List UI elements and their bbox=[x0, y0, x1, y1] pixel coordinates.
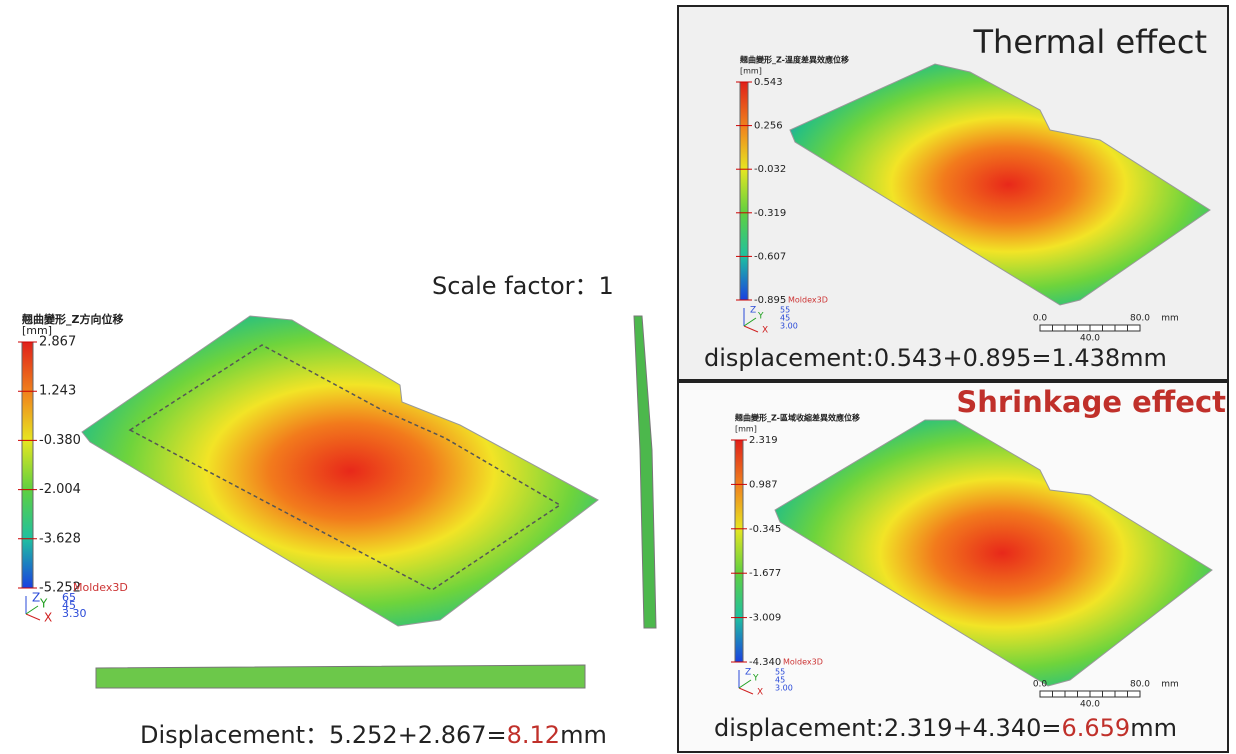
front-view bbox=[96, 665, 585, 688]
main-result: Displacement：5.252+2.867=8.12mm bbox=[140, 721, 607, 749]
axis-label: Y bbox=[752, 674, 759, 684]
color-bar bbox=[740, 82, 748, 300]
legend-title: 翹曲變形_Z-溫度差異效應位移 bbox=[739, 55, 849, 65]
scale-factor: Scale factor：1 bbox=[432, 272, 614, 300]
tick-label: -0.032 bbox=[754, 164, 786, 175]
tick-label: -0.607 bbox=[754, 251, 786, 262]
page: Scale factor：1 Displacement：5.252+2.867=… bbox=[0, 0, 1236, 754]
axis-label: Y bbox=[757, 312, 764, 322]
thermal-title: Thermal effect bbox=[972, 23, 1207, 61]
axis-label: X bbox=[44, 611, 52, 625]
axis-label: Y bbox=[39, 597, 48, 611]
tick-label: -3.628 bbox=[39, 531, 81, 546]
scale-label: 0.0 bbox=[1033, 680, 1048, 690]
shrinkage-title: Shrinkage effect bbox=[956, 385, 1226, 419]
scale-label: 0.0 bbox=[1033, 314, 1048, 324]
tick-label: 1.243 bbox=[39, 384, 76, 399]
tick-label: -0.319 bbox=[754, 208, 786, 219]
scale-label: mm bbox=[1161, 314, 1179, 324]
view-value: 3.30 bbox=[62, 607, 87, 620]
brand: Moldex3D bbox=[788, 296, 828, 305]
tick-label: -2.004 bbox=[39, 482, 81, 497]
part-view bbox=[82, 316, 598, 626]
legend-title: 翹曲變形_Z-區域收縮差異效應位移 bbox=[734, 413, 860, 423]
color-bar bbox=[22, 342, 33, 588]
side-view bbox=[634, 316, 656, 628]
view-value: 3.00 bbox=[775, 684, 793, 693]
tick-label: -0.380 bbox=[39, 433, 81, 448]
tick-label: -1.677 bbox=[749, 568, 781, 579]
axis-label: X bbox=[762, 326, 768, 336]
shrinkage-result: displacement:2.319+4.340=6.659mm bbox=[714, 714, 1177, 742]
result-value: 8.12 bbox=[507, 721, 560, 749]
axis-label: Z bbox=[745, 668, 751, 678]
thermal-result: displacement:0.543+0.895=1.438mm bbox=[704, 344, 1167, 372]
scale-label: 80.0 bbox=[1130, 680, 1150, 690]
tick-label: 2.867 bbox=[39, 335, 76, 350]
tick-label: 0.543 bbox=[754, 77, 783, 88]
brand: Moldex3D bbox=[783, 658, 823, 667]
result-prefix: displacement:2.319+4.340= bbox=[714, 714, 1061, 742]
axis-label: Z bbox=[32, 591, 40, 605]
scale-label: 40.0 bbox=[1080, 334, 1100, 344]
axis-label: X bbox=[757, 688, 763, 698]
result-value: 6.659 bbox=[1061, 714, 1130, 742]
legend-unit: [mm] bbox=[740, 67, 762, 76]
axis-x bbox=[26, 614, 40, 620]
scale-label: mm bbox=[1161, 680, 1179, 690]
result-suffix: mm bbox=[1130, 714, 1177, 742]
tick-label: -4.340 bbox=[749, 657, 781, 668]
brand: Moldex3D bbox=[73, 581, 128, 594]
tick-label: 0.256 bbox=[754, 121, 783, 132]
result-suffix: mm bbox=[560, 721, 607, 749]
result-prefix: Displacement：5.252+2.867= bbox=[140, 721, 507, 749]
tick-label: -0.345 bbox=[749, 524, 781, 535]
tick-label: 0.987 bbox=[749, 479, 778, 490]
tick-label: -3.009 bbox=[749, 613, 781, 624]
color-bar bbox=[735, 440, 743, 662]
scale-label: 80.0 bbox=[1130, 314, 1150, 324]
axis-label: Z bbox=[750, 306, 756, 316]
legend-unit: [mm] bbox=[735, 425, 757, 434]
tick-label: 2.319 bbox=[749, 435, 778, 446]
tick-label: -0.895 bbox=[754, 295, 786, 306]
scale-label: 40.0 bbox=[1080, 700, 1100, 710]
axis-y bbox=[26, 606, 38, 614]
view-value: 3.00 bbox=[780, 322, 798, 331]
